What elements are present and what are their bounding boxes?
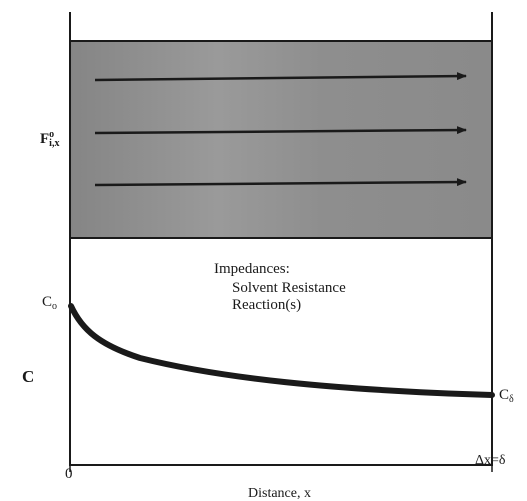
- bulk-concentration-label: Cδ: [499, 387, 514, 405]
- flux-arrow: [94, 126, 467, 135]
- impedance-item: Solvent Resistance: [232, 280, 346, 296]
- flux-arrow: [94, 72, 467, 82]
- x-origin-label: 0: [65, 466, 73, 482]
- impedances-title: Impedances:: [214, 261, 290, 277]
- concentration-axis-label: C: [22, 367, 35, 386]
- film-region: [69, 40, 493, 239]
- concentration-profile-curve: [68, 303, 495, 398]
- flux-label: Foi,x: [40, 129, 60, 149]
- surface-concentration-label: Co: [42, 294, 58, 312]
- flux-arrow: [94, 178, 467, 187]
- x-axis-label: Distance, x: [248, 486, 311, 501]
- impedance-item: Reaction(s): [232, 297, 302, 313]
- x-end-label: Δx=δ: [475, 453, 506, 468]
